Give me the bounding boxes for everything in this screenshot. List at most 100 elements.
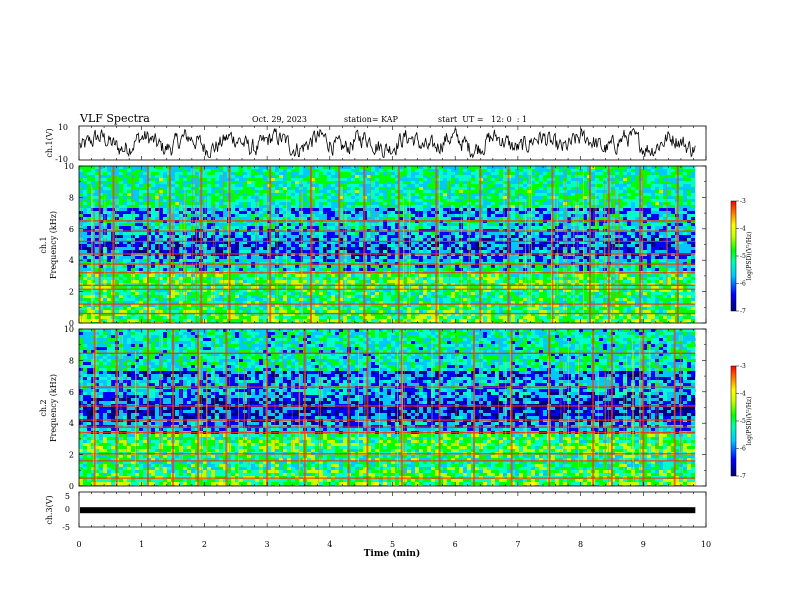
waveform-ch1-ytick-top: 10 — [58, 123, 68, 132]
waveform-ch1-ytick-bottom: -10 — [55, 155, 68, 164]
spectrogram-ch1-ylabel: Frequency (kHz) — [49, 211, 58, 279]
colorbar-ch2-label: log(PSD)(V²/Hz) — [746, 397, 753, 446]
x-tick-label: 3 — [265, 540, 270, 549]
burst-line — [200, 166, 203, 323]
burst-line — [397, 166, 400, 323]
spectrogram-ch2-panel: 0 2 4 6 8 10 ch.2 Frequency (kHz) — [39, 325, 707, 491]
burst-line — [639, 166, 642, 323]
colorbar-tick-label: -4 — [740, 226, 746, 233]
burst-line — [228, 166, 231, 323]
colorbar-ch2: -3 -4 -5 -6 -7 log(PSD)(V²/Hz) — [730, 363, 753, 480]
colorbar-tick-label: -7 — [740, 473, 746, 480]
y-tick-label: 0 — [69, 482, 74, 491]
y-tick-label: 6 — [69, 388, 74, 397]
burst-line — [551, 166, 554, 323]
colorbar-tick-label: -3 — [740, 198, 746, 205]
y-tick-label: 10 — [64, 325, 74, 334]
x-tick-label: 5 — [390, 540, 395, 549]
burst-line — [510, 329, 513, 486]
burst-line — [607, 166, 610, 323]
spectrogram-ch1-ylabel-channel: ch.1 — [39, 236, 48, 253]
x-tick-label: 2 — [202, 540, 207, 549]
spectrogram-ch2-ticks: 0 2 4 6 8 10 — [64, 325, 707, 491]
colorbar-tick-label: -5 — [740, 253, 746, 260]
burst-line — [266, 329, 269, 486]
waveform-ch3-ytick-bottom: -5 — [62, 523, 70, 532]
x-tick-label: 4 — [327, 540, 332, 549]
no-data-region — [695, 329, 706, 486]
burst-line — [366, 329, 369, 486]
x-tick-label: 10 — [701, 540, 711, 549]
station-label: station= KAP — [344, 115, 399, 124]
burst-line — [309, 166, 312, 323]
waveform-ch1-trace — [79, 127, 696, 159]
start-time-label: start UT = 12: 0 : 1 — [438, 115, 527, 124]
colorbar-ch1: -3 -4 -5 -6 -7 log(PSD)(V²/Hz) — [730, 198, 753, 315]
x-tick-label: 6 — [453, 540, 458, 549]
spectrogram-ch1-panel: 0 2 4 6 8 10 ch.1 Frequency (kHz) — [39, 162, 707, 328]
waveform-ch3-ticks — [78, 492, 707, 527]
colorbar-tick-label: -6 — [740, 281, 746, 288]
spectrogram-ch2-image — [79, 329, 706, 486]
burst-line — [438, 329, 441, 486]
x-tick-label: 9 — [641, 540, 646, 549]
spectrogram-ch2-ylabel: Frequency (kHz) — [49, 374, 58, 442]
waveform-ch3-trace — [80, 507, 696, 514]
waveform-ch1-panel: 10 -10 ch.1(V) — [45, 123, 707, 164]
waveform-ch1-ticks — [78, 126, 707, 160]
waveform-ch3-ylabel: ch.3(V) — [45, 495, 54, 524]
x-tick-label: 7 — [515, 540, 520, 549]
y-tick-label: 2 — [69, 288, 74, 297]
burst-line — [479, 166, 482, 323]
burst-line — [435, 166, 438, 323]
burst-line — [197, 329, 200, 486]
burst-line — [146, 329, 149, 486]
burst-line — [172, 329, 175, 486]
burst-line — [473, 329, 476, 486]
y-tick-label: 4 — [69, 256, 74, 265]
colorbar-ch1-label: log(PSD)(V²/Hz) — [746, 232, 753, 281]
spectrogram-ch1-image — [79, 166, 706, 323]
waveform-ch3-ytick-top: 5 — [65, 492, 70, 501]
burst-line — [548, 329, 551, 486]
burst-line — [146, 166, 149, 323]
burst-line — [303, 329, 306, 486]
burst-line — [115, 329, 118, 486]
burst-line — [93, 329, 96, 486]
spectrogram-ch1-ticks: 0 2 4 6 8 10 — [64, 162, 707, 328]
date-label: Oct. 29, 2023 — [252, 115, 307, 124]
y-tick-label: 0 — [69, 319, 74, 328]
y-tick-label: 10 — [64, 162, 74, 171]
burst-line — [98, 166, 101, 323]
y-tick-label: 2 — [69, 451, 74, 460]
y-tick-label: 6 — [69, 225, 74, 234]
x-tick-label: 0 — [76, 540, 81, 549]
figure-title: VLF Spectra — [79, 112, 150, 125]
colorbar-tick-label: -5 — [740, 418, 746, 425]
y-tick-label: 4 — [69, 419, 74, 428]
colorbar-tick-label: -6 — [740, 446, 746, 453]
burst-line — [347, 329, 350, 486]
burst-line — [338, 166, 341, 323]
colorbar-tick-label: -7 — [740, 308, 746, 315]
waveform-ch1-ylabel: ch.1(V) — [45, 128, 54, 157]
x-axis-label: Time (min) — [364, 548, 421, 559]
burst-line — [269, 166, 272, 323]
burst-line — [363, 166, 366, 323]
x-axis-tick-labels: 0 1 2 3 4 5 6 7 8 9 10 — [76, 540, 711, 549]
x-tick-label: 8 — [578, 540, 583, 549]
no-data-region — [695, 166, 706, 323]
burst-line — [507, 166, 510, 323]
burst-line — [592, 329, 595, 486]
y-tick-label: 8 — [69, 193, 74, 202]
colorbar-tick-label: -3 — [740, 363, 746, 370]
burst-line — [676, 166, 679, 323]
burst-line — [610, 329, 613, 486]
burst-line — [168, 166, 171, 323]
spectrogram-ch2-ylabel-channel: ch.2 — [39, 399, 48, 416]
burst-line — [642, 329, 645, 486]
burst-line — [225, 329, 228, 486]
x-tick-label: 1 — [139, 540, 144, 549]
burst-line — [589, 166, 592, 323]
